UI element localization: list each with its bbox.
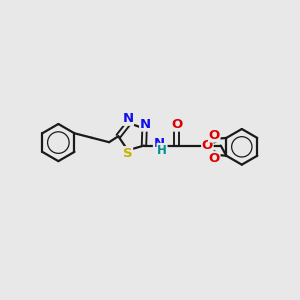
Text: O: O <box>202 139 213 152</box>
Text: N: N <box>122 112 134 125</box>
Text: N: N <box>140 118 151 131</box>
Text: O: O <box>208 129 220 142</box>
Text: O: O <box>171 118 182 131</box>
Text: H: H <box>157 144 167 157</box>
Text: O: O <box>208 152 220 165</box>
Text: S: S <box>123 147 133 160</box>
Text: N: N <box>154 136 165 150</box>
